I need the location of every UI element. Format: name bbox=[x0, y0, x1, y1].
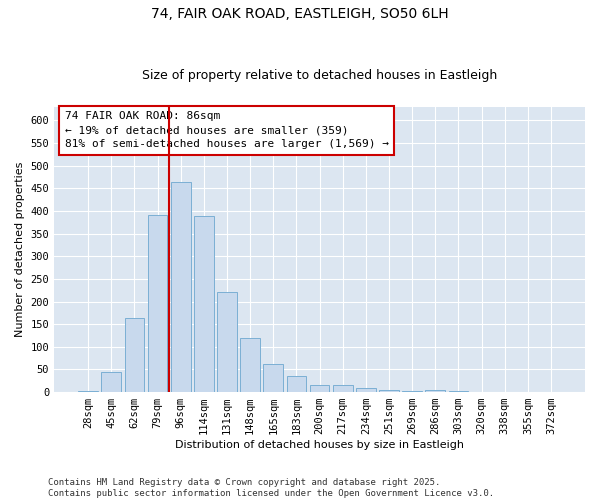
Bar bbox=[125, 318, 144, 392]
Bar bbox=[333, 386, 353, 392]
Bar bbox=[379, 390, 399, 392]
Y-axis label: Number of detached properties: Number of detached properties bbox=[15, 162, 25, 337]
Text: 74 FAIR OAK ROAD: 86sqm
← 19% of detached houses are smaller (359)
81% of semi-d: 74 FAIR OAK ROAD: 86sqm ← 19% of detache… bbox=[65, 111, 389, 149]
Bar bbox=[263, 364, 283, 392]
Bar bbox=[194, 216, 214, 392]
X-axis label: Distribution of detached houses by size in Eastleigh: Distribution of detached houses by size … bbox=[175, 440, 464, 450]
Bar bbox=[425, 390, 445, 392]
Title: Size of property relative to detached houses in Eastleigh: Size of property relative to detached ho… bbox=[142, 69, 497, 82]
Bar bbox=[148, 216, 167, 392]
Bar bbox=[171, 182, 191, 392]
Text: 74, FAIR OAK ROAD, EASTLEIGH, SO50 6LH: 74, FAIR OAK ROAD, EASTLEIGH, SO50 6LH bbox=[151, 8, 449, 22]
Bar bbox=[449, 391, 468, 392]
Bar bbox=[101, 372, 121, 392]
Bar bbox=[78, 391, 98, 392]
Text: Contains HM Land Registry data © Crown copyright and database right 2025.
Contai: Contains HM Land Registry data © Crown c… bbox=[48, 478, 494, 498]
Bar bbox=[241, 338, 260, 392]
Bar bbox=[310, 386, 329, 392]
Bar bbox=[403, 391, 422, 392]
Bar bbox=[356, 388, 376, 392]
Bar bbox=[217, 292, 237, 392]
Bar bbox=[287, 376, 306, 392]
